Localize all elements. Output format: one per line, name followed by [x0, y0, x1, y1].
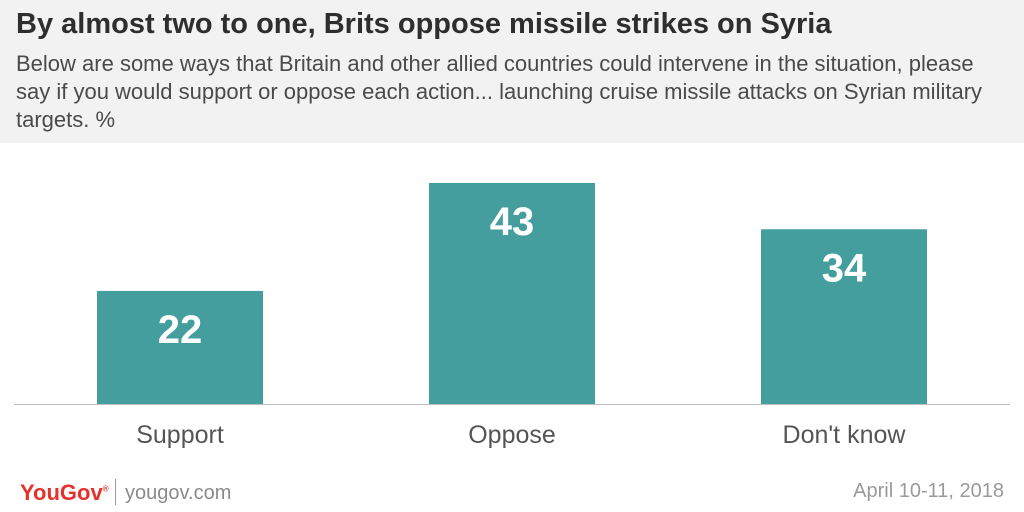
value-label-0: 22: [158, 308, 203, 352]
bar-2: [761, 229, 927, 404]
category-label-1: Oppose: [468, 421, 556, 449]
bar-1: [429, 183, 595, 404]
footer-site: yougov.com: [125, 482, 232, 504]
chart-subtitle: Below are some ways that Britain and oth…: [16, 51, 983, 132]
logo-text: YouGov: [20, 480, 103, 505]
value-label-1: 43: [490, 200, 535, 244]
footer-date: April 10-11, 2018: [853, 480, 1004, 502]
yougov-logo: YouGov®: [20, 480, 109, 505]
bar-0: [97, 290, 263, 404]
footer-divider: [115, 479, 116, 505]
chart-title: By almost two to one, Brits oppose missi…: [16, 8, 832, 40]
bar-chart: 22 Support 43 Oppose 34 Don't know: [14, 183, 1010, 449]
value-label-2: 34: [822, 246, 867, 290]
header-panel: By almost two to one, Brits oppose missi…: [0, 0, 1024, 143]
category-label-0: Support: [136, 421, 224, 449]
category-label-2: Don't know: [783, 421, 907, 449]
